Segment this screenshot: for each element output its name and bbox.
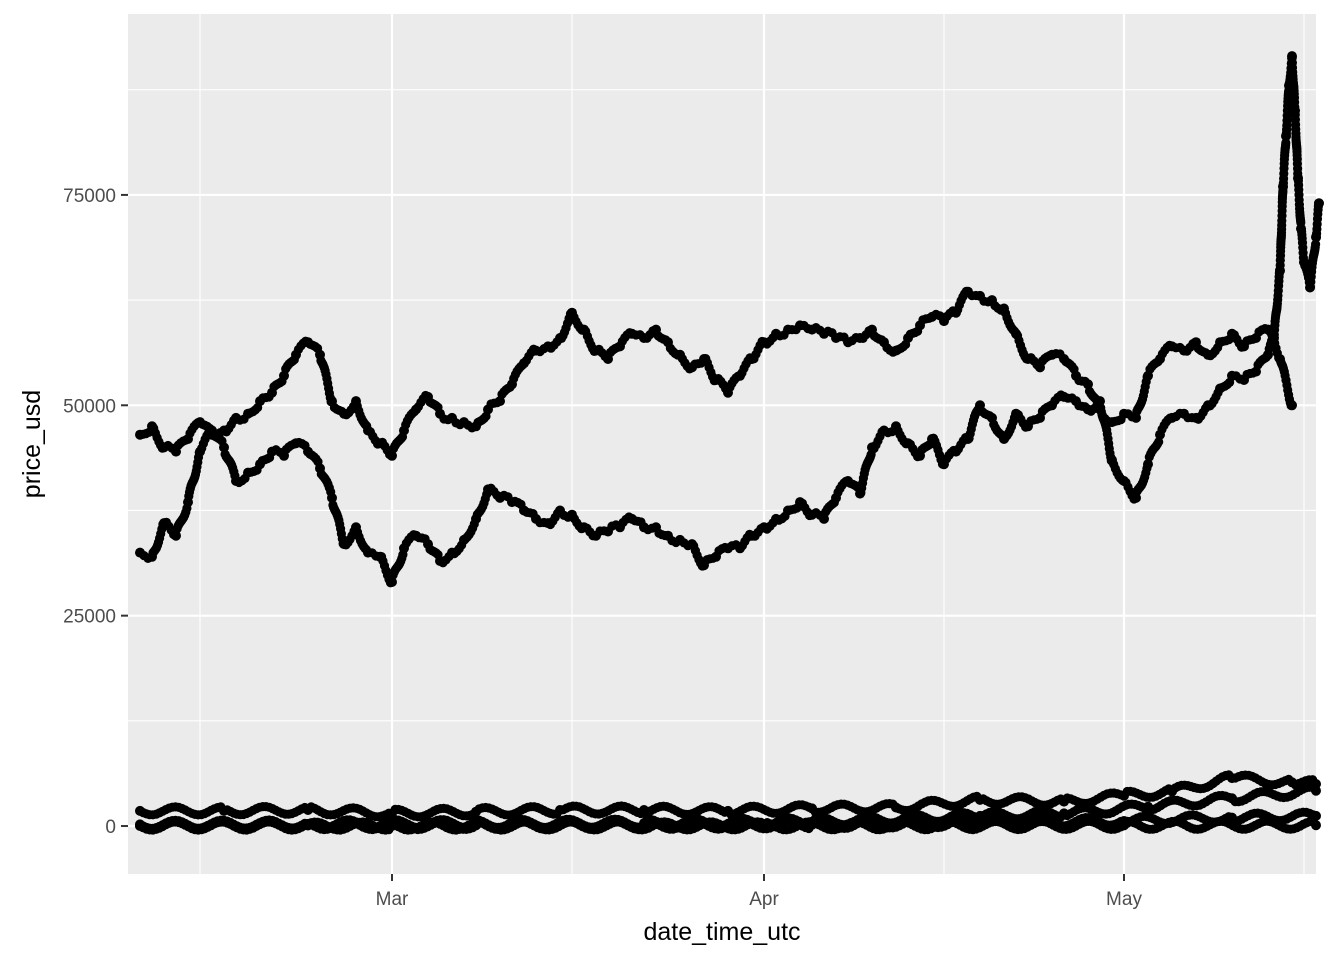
series-points bbox=[135, 286, 1297, 461]
x-axis-title: date_time_utc bbox=[643, 918, 800, 946]
y-axis: 0 25000 50000 75000 bbox=[63, 186, 128, 838]
data-point bbox=[327, 492, 337, 503]
data-point bbox=[1311, 239, 1321, 249]
data-point bbox=[171, 530, 181, 541]
y-tick-label: 75000 bbox=[63, 186, 116, 207]
x-axis: Mar Apr May bbox=[376, 874, 1142, 910]
data-point bbox=[387, 450, 397, 461]
plot-panel bbox=[128, 14, 1316, 874]
series-points bbox=[135, 816, 1321, 835]
series-points bbox=[135, 51, 1324, 588]
x-tick-label: Mar bbox=[376, 889, 409, 910]
data-point bbox=[1154, 437, 1164, 447]
y-tick-label: 0 bbox=[105, 817, 116, 838]
data-point bbox=[1143, 459, 1153, 470]
data-point bbox=[1281, 138, 1291, 148]
minor-gridlines bbox=[128, 14, 1316, 874]
x-tick-label: Apr bbox=[749, 889, 779, 910]
y-tick-label: 25000 bbox=[63, 607, 116, 628]
data-point bbox=[1314, 198, 1324, 209]
data-point bbox=[1287, 400, 1297, 411]
x-tick-label: May bbox=[1106, 889, 1142, 910]
data-point bbox=[219, 442, 229, 453]
data-point bbox=[387, 577, 397, 587]
y-axis-title: price_usd bbox=[18, 390, 46, 498]
data-point bbox=[1311, 785, 1321, 796]
data-point bbox=[1083, 379, 1093, 390]
y-tick-label: 50000 bbox=[63, 396, 116, 417]
data-point bbox=[1311, 820, 1321, 831]
data-points bbox=[135, 51, 1324, 835]
